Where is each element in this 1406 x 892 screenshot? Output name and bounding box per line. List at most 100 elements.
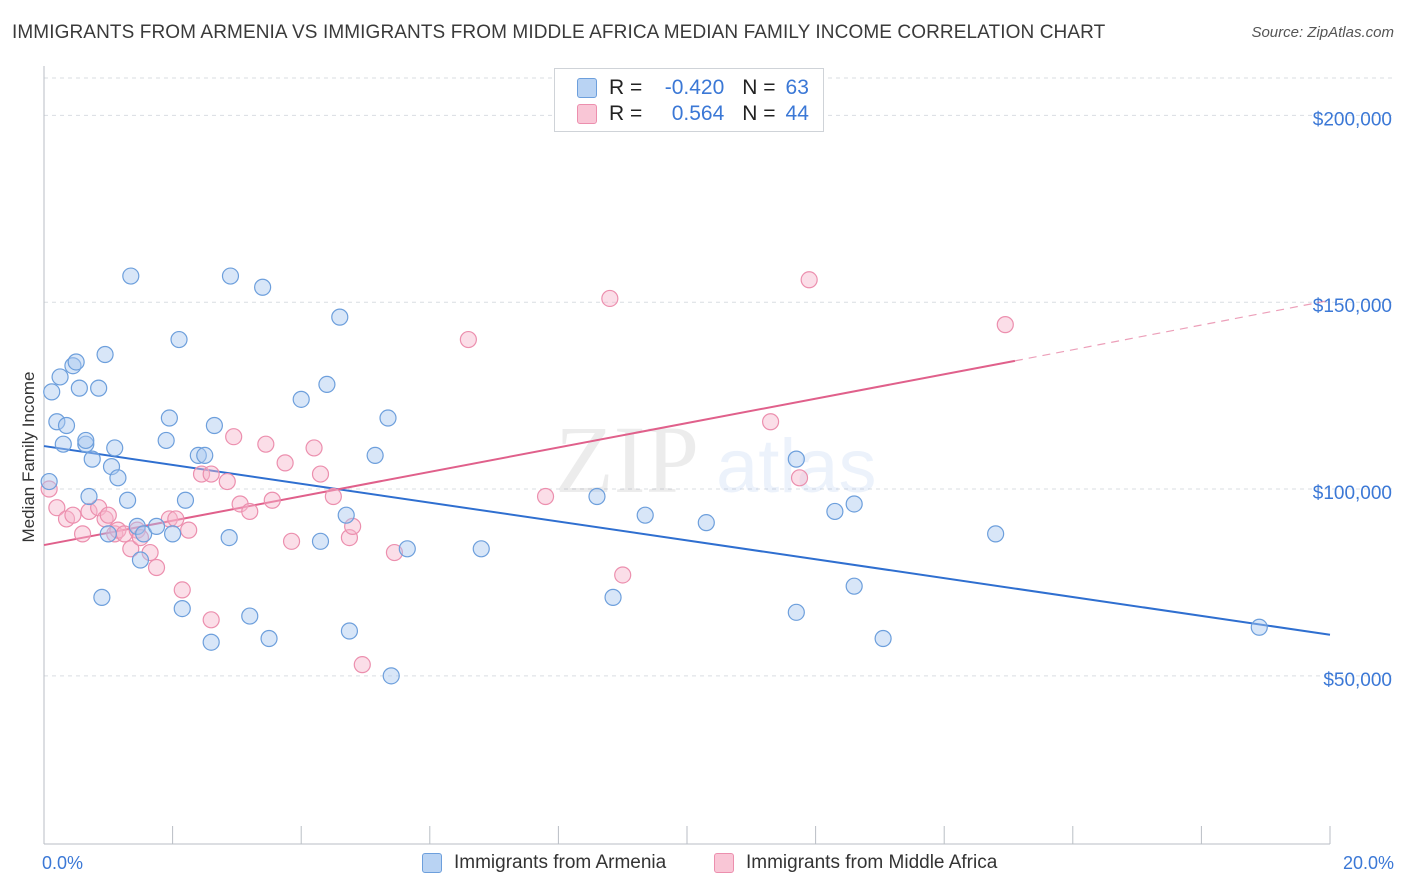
data-point-armenia xyxy=(787,603,805,621)
legend-n-label: N = xyxy=(742,102,776,125)
data-point-middle-africa xyxy=(173,581,191,599)
watermark-zip: ZIP xyxy=(555,406,699,513)
data-point-armenia xyxy=(382,667,400,685)
data-point-middle-africa xyxy=(536,487,555,506)
data-point-armenia xyxy=(176,491,195,509)
data-point-middle-africa xyxy=(202,465,220,483)
data-point-middle-africa xyxy=(996,316,1014,334)
data-point-armenia xyxy=(67,353,85,371)
data-point-armenia xyxy=(51,368,69,386)
data-point-armenia xyxy=(77,431,95,450)
data-point-middle-africa xyxy=(241,502,259,521)
trend-line-middle-africa-extension xyxy=(1014,299,1331,362)
data-point-armenia xyxy=(96,345,114,364)
data-point-armenia xyxy=(189,446,207,464)
legend-r-label: R = xyxy=(609,102,643,125)
legend-n-value: 44 xyxy=(785,102,809,125)
y-tick-label: $200,000 xyxy=(1313,109,1392,130)
data-point-middle-africa xyxy=(225,428,243,446)
y-tick-label: $50,000 xyxy=(1323,670,1392,691)
trend-line-armenia xyxy=(43,445,1331,636)
correlation-legend: R = -0.420 N = 63 R = 0.564 N = 44 xyxy=(554,68,824,132)
data-point-armenia xyxy=(220,528,238,547)
y-axis-label: Median Family Income xyxy=(19,371,38,543)
data-point-middle-africa xyxy=(385,543,404,562)
bottom-legend-middle-africa: Immigrants from Middle Africa xyxy=(714,852,997,874)
data-point-middle-africa xyxy=(73,525,92,543)
legend-row-armenia: R = -0.420 N = 63 xyxy=(577,75,809,101)
data-point-armenia xyxy=(122,267,140,285)
data-point-armenia xyxy=(697,514,715,532)
data-point-middle-africa xyxy=(202,611,220,629)
data-point-middle-africa xyxy=(257,435,275,453)
data-point-armenia xyxy=(311,532,330,550)
data-point-armenia xyxy=(366,446,384,464)
data-point-armenia xyxy=(164,525,182,543)
data-point-armenia xyxy=(604,588,622,606)
data-point-armenia xyxy=(292,390,310,408)
legend-r-label: R = xyxy=(609,76,643,99)
data-point-armenia xyxy=(57,416,76,435)
data-point-middle-africa xyxy=(122,540,140,558)
data-point-middle-africa xyxy=(64,506,82,524)
data-point-armenia xyxy=(331,308,349,326)
data-point-armenia xyxy=(205,416,223,435)
axes xyxy=(43,66,1331,845)
data-point-armenia xyxy=(77,435,95,453)
y-tick-label: $150,000 xyxy=(1313,296,1392,317)
chart-title: IMMIGRANTS FROM ARMENIA VS IMMIGRANTS FR… xyxy=(12,22,1106,43)
data-point-armenia xyxy=(70,379,88,397)
data-point-middle-africa xyxy=(459,330,477,349)
x-tick-min: 0.0% xyxy=(42,853,84,873)
data-point-armenia xyxy=(1250,618,1268,636)
data-point-armenia xyxy=(118,491,137,509)
data-point-middle-africa xyxy=(80,502,98,521)
data-point-middle-africa xyxy=(800,271,818,289)
data-point-armenia xyxy=(135,525,153,543)
data-point-middle-africa xyxy=(180,521,198,539)
data-point-armenia xyxy=(260,629,278,648)
data-point-middle-africa xyxy=(147,558,166,577)
data-point-middle-africa xyxy=(790,469,809,487)
data-point-armenia xyxy=(987,525,1005,543)
data-point-armenia xyxy=(157,431,175,450)
trend-line-middle-africa xyxy=(43,359,1016,547)
data-point-middle-africa xyxy=(761,413,780,431)
data-point-armenia xyxy=(40,472,58,491)
data-point-middle-africa xyxy=(305,439,323,457)
data-point-armenia xyxy=(147,517,166,535)
y-tick-label: $100,000 xyxy=(1313,483,1392,504)
legend-swatch-middle-africa xyxy=(577,104,597,124)
data-point-middle-africa xyxy=(167,510,185,528)
data-point-middle-africa xyxy=(324,487,342,506)
data-point-armenia xyxy=(340,622,359,640)
data-point-middle-africa xyxy=(99,506,117,524)
bottom-legend-swatch-armenia xyxy=(422,853,442,873)
data-point-armenia xyxy=(80,487,98,506)
data-point-armenia xyxy=(196,446,214,464)
legend-r-value: 0.564 xyxy=(671,102,725,125)
series-armenia xyxy=(40,267,1268,685)
data-point-armenia xyxy=(170,330,188,349)
trend-lines xyxy=(43,299,1331,636)
bottom-legend-label-middle-africa: Immigrants from Middle Africa xyxy=(746,852,998,873)
data-point-armenia xyxy=(160,409,178,427)
bottom-legend-label-armenia: Immigrants from Armenia xyxy=(454,852,667,873)
data-point-middle-africa xyxy=(282,532,301,550)
legend-r-value: -0.420 xyxy=(664,76,725,99)
y-tick-labels: $50,000 $100,000 $150,000 $200,000 xyxy=(1313,109,1392,690)
data-point-armenia xyxy=(173,599,191,618)
data-point-middle-africa xyxy=(192,465,211,483)
data-point-armenia xyxy=(337,506,355,524)
data-point-middle-africa xyxy=(601,289,619,308)
data-point-armenia xyxy=(787,450,805,468)
data-point-middle-africa xyxy=(311,465,330,483)
data-point-armenia xyxy=(202,633,220,651)
data-point-middle-africa xyxy=(340,528,359,547)
data-point-armenia xyxy=(845,495,863,513)
data-point-armenia xyxy=(106,439,124,457)
data-point-armenia xyxy=(131,551,150,569)
data-point-armenia xyxy=(48,413,66,431)
data-point-armenia xyxy=(54,435,72,453)
